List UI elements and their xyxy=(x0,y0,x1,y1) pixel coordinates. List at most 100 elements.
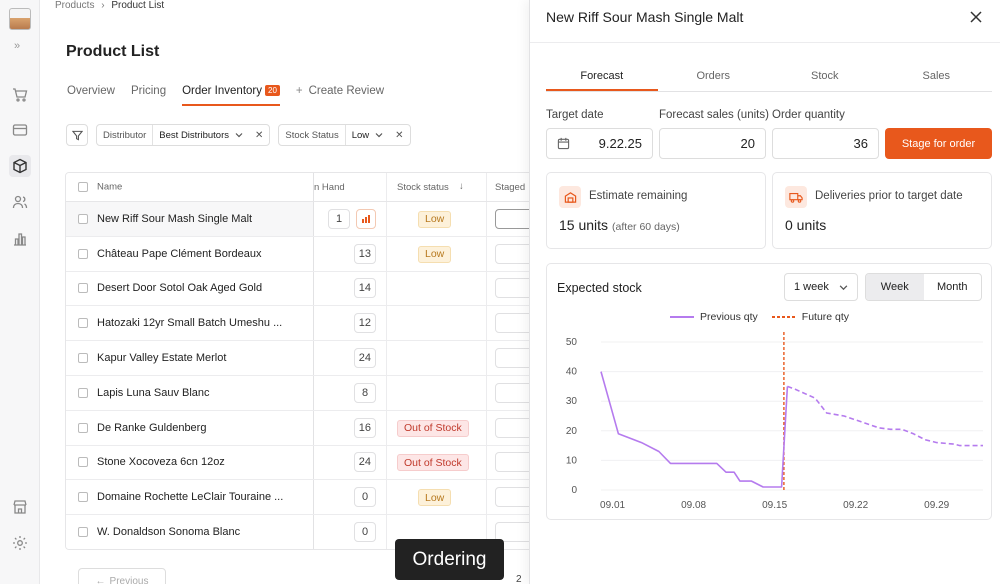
table-row[interactable]: De Ranke Guldenberg 16 Out of Stock xyxy=(66,410,534,446)
ordering-tooltip: Ordering xyxy=(395,539,504,580)
header-name[interactable]: Name xyxy=(97,181,123,193)
table-row[interactable]: Hatozaki 12yr Small Batch Umeshu ... 12 xyxy=(66,306,534,342)
header-on-hand[interactable]: n Hand xyxy=(314,182,345,193)
tab-order-inventory[interactable]: Order Inventory 20 xyxy=(182,85,280,106)
toggle-week[interactable]: Week xyxy=(866,274,924,300)
x-tick-label: 09.08 xyxy=(681,500,706,511)
row-checkbox[interactable] xyxy=(78,457,88,468)
target-date-input[interactable]: 9.22.25 xyxy=(546,128,653,159)
x-tick-label: 09.15 xyxy=(762,500,787,511)
range-select[interactable]: 1 week xyxy=(784,273,858,301)
forecast-sales-input[interactable]: 20 xyxy=(659,128,766,159)
close-icon[interactable] xyxy=(966,7,986,27)
product-name[interactable]: Stone Xocoveza 6cn 12oz xyxy=(97,456,225,469)
app-logo[interactable] xyxy=(9,8,31,30)
row-checkbox[interactable] xyxy=(78,492,88,503)
header-stock-status[interactable]: Stock status xyxy=(397,182,449,193)
table-row[interactable]: Kapur Valley Estate Merlot 24 xyxy=(66,341,534,376)
row-checkbox[interactable] xyxy=(78,353,88,364)
tab-pricing[interactable]: Pricing xyxy=(131,85,166,106)
tab-sales[interactable]: Sales xyxy=(922,70,951,82)
breadcrumb-parent[interactable]: Products xyxy=(55,0,95,11)
on-hand-value: 12 xyxy=(353,313,376,334)
row-checkbox[interactable] xyxy=(78,527,88,538)
store-icon[interactable] xyxy=(9,496,31,518)
tab-orders[interactable]: Orders xyxy=(696,70,731,82)
product-name[interactable]: De Ranke Guldenberg xyxy=(97,421,207,434)
staged-input[interactable] xyxy=(495,417,534,438)
product-name[interactable]: Desert Door Sotol Oak Aged Gold xyxy=(97,282,263,295)
future-qty-line xyxy=(787,385,983,447)
cart-icon[interactable] xyxy=(9,84,31,106)
arrow-left-icon: ← xyxy=(95,575,106,584)
tab-overview[interactable]: Overview xyxy=(67,85,115,106)
deliveries-card: Deliveries prior to target date 0 units xyxy=(772,172,992,249)
previous-page-button[interactable]: ← Previous xyxy=(78,568,166,584)
stock-status-filter-chip[interactable]: Stock Status Low ✕ xyxy=(278,124,411,146)
tab-create-review[interactable]: + Create Review xyxy=(296,85,384,106)
expand-chevron-icon[interactable]: » xyxy=(14,40,21,52)
product-name[interactable]: Château Pape Clément Bordeaux xyxy=(97,247,262,260)
table-body: New Riff Sour Mash Single Malt 1 Low Châ… xyxy=(66,202,534,549)
product-name[interactable]: Domaine Rochette LeClair Touraine ... xyxy=(97,491,284,504)
row-checkbox[interactable] xyxy=(78,248,88,259)
toggle-month[interactable]: Month xyxy=(936,281,968,293)
legend-future[interactable]: Future qty xyxy=(771,311,849,323)
settings-gear-icon[interactable] xyxy=(9,532,31,554)
legend-previous[interactable]: Previous qty xyxy=(670,311,758,323)
on-hand-value: 24 xyxy=(353,348,376,369)
chevron-down-icon[interactable] xyxy=(235,131,243,139)
previous-label: Previous xyxy=(109,575,149,584)
box-icon[interactable] xyxy=(9,155,31,177)
row-checkbox[interactable] xyxy=(78,283,88,294)
table-row[interactable]: W. Donaldson Sonoma Blanc 0 xyxy=(66,515,534,549)
table-row[interactable]: Desert Door Sotol Oak Aged Gold 14 xyxy=(66,271,534,307)
forecast-sales-label: Forecast sales (units) xyxy=(659,109,769,121)
remove-filter-icon[interactable]: ✕ xyxy=(395,129,404,141)
distributor-filter-chip[interactable]: Distributor Best Distributors ✕ xyxy=(96,124,271,146)
staged-input[interactable] xyxy=(495,348,534,369)
product-name[interactable]: Kapur Valley Estate Merlot xyxy=(97,352,227,365)
staged-input[interactable] xyxy=(495,278,534,299)
staged-input[interactable] xyxy=(495,243,534,264)
row-checkbox[interactable] xyxy=(78,387,88,398)
y-tick-label: 10 xyxy=(566,455,578,466)
card-icon[interactable] xyxy=(9,119,31,141)
order-quantity-input[interactable]: 36 xyxy=(772,128,879,159)
remove-filter-icon[interactable]: ✕ xyxy=(254,129,264,141)
product-name[interactable]: New Riff Sour Mash Single Malt xyxy=(97,212,253,225)
chevron-down-icon[interactable] xyxy=(375,131,383,139)
product-name[interactable]: W. Donaldson Sonoma Blanc xyxy=(97,526,241,539)
staged-input[interactable] xyxy=(495,382,534,403)
table-row[interactable]: Lapis Luna Sauv Blanc 8 xyxy=(66,375,534,411)
staged-input[interactable] xyxy=(495,208,534,229)
header-staged[interactable]: Staged xyxy=(495,182,526,193)
product-name[interactable]: Hatozaki 12yr Small Batch Umeshu ... xyxy=(97,317,283,330)
row-checkbox[interactable] xyxy=(78,213,88,224)
table-row[interactable]: Stone Xocoveza 6cn 12oz 24 Out of Stock xyxy=(66,445,534,481)
staged-input[interactable] xyxy=(495,487,534,508)
staged-input[interactable] xyxy=(495,522,534,543)
staged-input[interactable] xyxy=(495,313,534,334)
previous-qty-line xyxy=(600,371,789,488)
row-checkbox[interactable] xyxy=(78,422,88,433)
filter-button[interactable] xyxy=(66,124,88,146)
chart-legend: Previous qty Future qty xyxy=(670,311,849,323)
expected-stock-card: Expected stock 1 week Week Month Previou… xyxy=(546,263,992,520)
row-checkbox[interactable] xyxy=(78,318,88,329)
select-all-checkbox[interactable] xyxy=(78,182,88,192)
users-icon[interactable] xyxy=(9,191,31,213)
sort-arrow-icon[interactable]: ↓ xyxy=(459,181,464,192)
tab-forecast[interactable]: Forecast xyxy=(546,62,658,91)
page-number[interactable]: 2 xyxy=(516,574,522,584)
table-row[interactable]: Château Pape Clément Bordeaux 13 Low xyxy=(66,236,534,272)
table-row[interactable]: New Riff Sour Mash Single Malt 1 Low xyxy=(66,202,534,237)
tab-stock[interactable]: Stock xyxy=(810,70,839,82)
bar-chart-icon[interactable] xyxy=(356,208,376,229)
filter-icon xyxy=(71,130,83,141)
table-row[interactable]: Domaine Rochette LeClair Touraine ... 0 … xyxy=(66,480,534,516)
product-name[interactable]: Lapis Luna Sauv Blanc xyxy=(97,386,210,399)
staged-input[interactable] xyxy=(495,452,534,473)
analytics-icon[interactable] xyxy=(9,228,31,250)
stage-for-order-button[interactable]: Stage for order xyxy=(885,128,992,159)
